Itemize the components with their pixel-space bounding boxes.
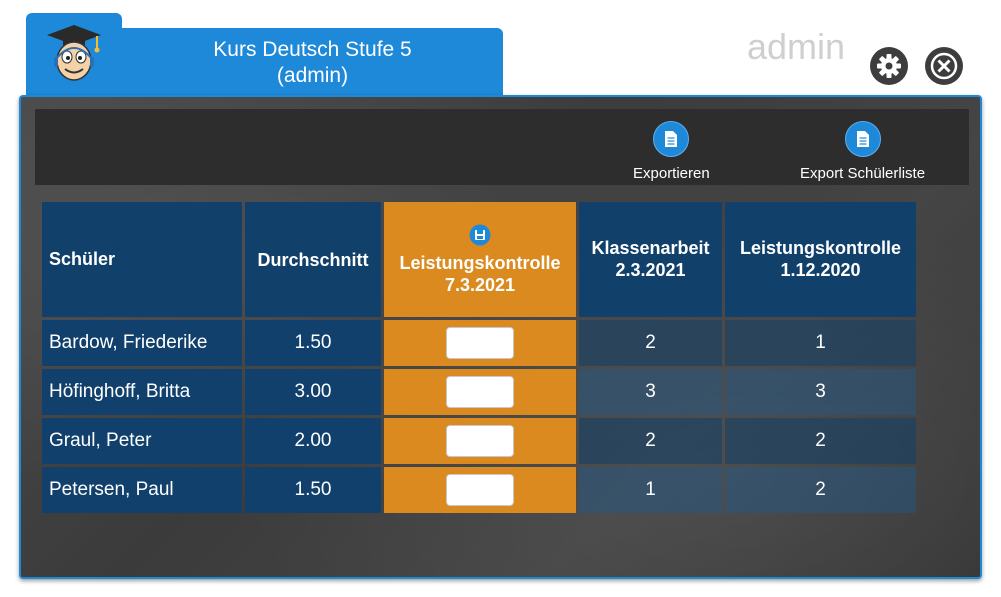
table-row-average: 2.00	[245, 418, 381, 464]
settings-button[interactable]	[870, 47, 908, 85]
table-row-name: Höfinghoff, Britta	[42, 369, 242, 415]
user-name: admin	[747, 26, 846, 67]
grade-input[interactable]	[446, 425, 514, 457]
export-student-list-label: Export Schülerliste	[800, 165, 926, 182]
header-average: Durchschnitt	[245, 202, 381, 317]
student-mascot-icon	[47, 25, 101, 81]
grade-input-cell	[384, 467, 576, 513]
export-student-list-circle	[844, 121, 881, 157]
table-row-exam: 3	[579, 369, 722, 415]
header-old-test-date: 1.12.2020	[780, 260, 861, 280]
grade-input-cell	[384, 369, 576, 415]
course-subtitle: (admin)	[276, 64, 349, 87]
chalkboard-panel: Exportieren Export Schülerliste Schüler …	[19, 95, 982, 579]
table-row-exam: 1	[579, 467, 722, 513]
grade-input-cell	[384, 320, 576, 366]
export-button[interactable]: Exportieren	[633, 121, 710, 182]
header-current-test-date: 7.3.2021	[444, 274, 516, 295]
header-old-test: Leistungskontrolle 1.12.2020	[725, 202, 916, 317]
table-row-old-test: 2	[725, 418, 916, 464]
table-row-average: 1.50	[245, 467, 381, 513]
course-title: Kurs Deutsch Stufe 5	[213, 38, 412, 61]
export-circle	[653, 121, 690, 157]
course-title-tab: Kurs Deutsch Stufe 5 (admin)	[122, 28, 503, 98]
header-exam: Klassenarbeit 2.3.2021	[579, 202, 722, 317]
close-button[interactable]	[925, 47, 963, 85]
table-row-old-test: 1	[725, 320, 916, 366]
table-row-average: 3.00	[245, 369, 381, 415]
table-row-old-test: 3	[725, 369, 916, 415]
table-row-exam: 2	[579, 320, 722, 366]
grade-input-cell	[384, 418, 576, 464]
grade-input[interactable]	[446, 474, 514, 506]
header-old-test-title: Leistungskontrolle	[739, 238, 901, 258]
table-row-exam: 2	[579, 418, 722, 464]
export-label: Exportieren	[633, 165, 710, 182]
table-row-name: Petersen, Paul	[42, 467, 242, 513]
document-icon	[856, 131, 869, 147]
gear-icon	[877, 54, 901, 78]
close-icon	[930, 52, 958, 80]
document-icon	[665, 131, 678, 147]
header-current-test-title: Leistungskontrolle	[399, 252, 561, 273]
table-row-name: Bardow, Friederike	[42, 320, 242, 366]
header-exam-date: 2.3.2021	[615, 260, 686, 280]
table-row-name: Graul, Peter	[42, 418, 242, 464]
grade-input[interactable]	[446, 376, 514, 408]
table-row-old-test: 2	[725, 467, 916, 513]
grade-input[interactable]	[446, 327, 514, 359]
header-current-test[interactable]: Leistungskontrolle 7.3.2021	[384, 202, 576, 317]
table-row-average: 1.50	[245, 320, 381, 366]
export-student-list-button[interactable]: Export Schülerliste	[800, 121, 925, 182]
logo-tab	[26, 13, 122, 101]
save-icon[interactable]	[469, 224, 491, 246]
header-exam-title: Klassenarbeit	[591, 238, 710, 258]
header-student: Schüler	[42, 202, 242, 317]
toolbar: Exportieren Export Schülerliste	[35, 109, 969, 185]
